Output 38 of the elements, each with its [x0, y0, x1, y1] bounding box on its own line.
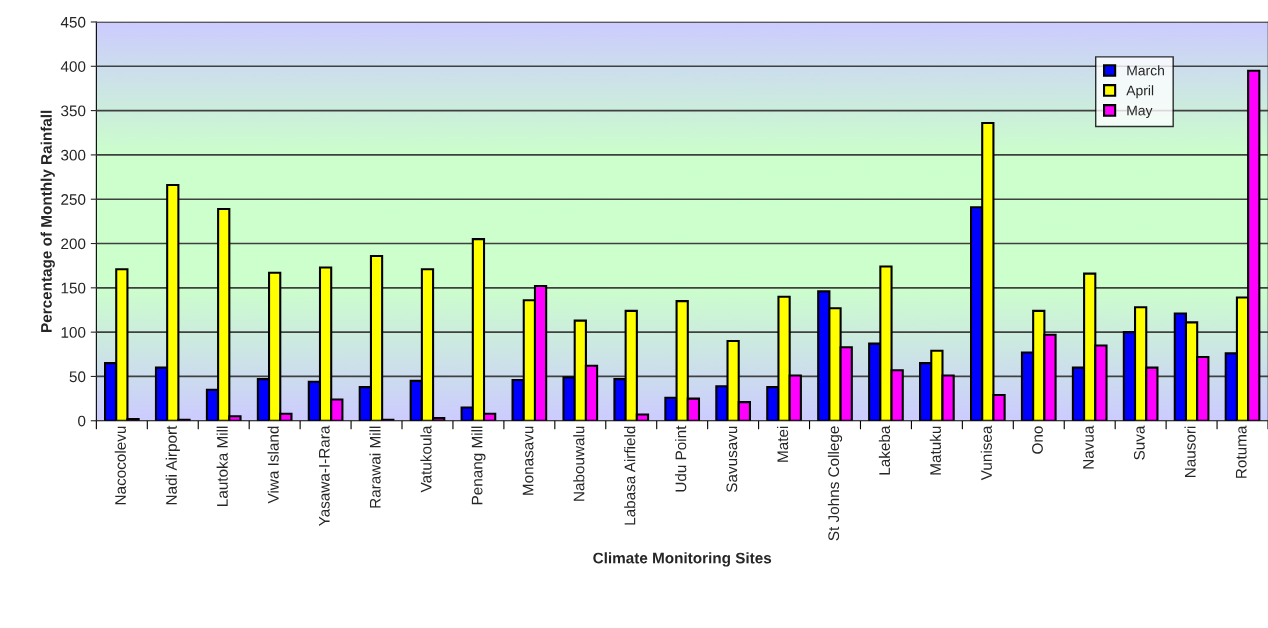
x-tick-label: Nacocolevu: [114, 426, 126, 505]
legend-label: March: [1127, 65, 1164, 76]
y-tick-label: 150: [61, 282, 86, 294]
x-tick-label: Nabouwalu: [573, 426, 585, 501]
y-tick-label: 0: [78, 415, 86, 427]
y-tick-label: 50: [69, 371, 86, 383]
y-tick-label: 300: [61, 149, 86, 161]
x-tick-label: Vatukoula: [420, 425, 432, 493]
x-tick-label: Viwa Island: [267, 426, 279, 504]
y-tick-label: 450: [60, 16, 86, 28]
x-tick-label: Rarawai Mill: [369, 426, 381, 508]
x-tick-label: Yasawa-I-Rara: [319, 425, 330, 527]
y-tick-label: 250: [61, 194, 86, 205]
x-tick-label: Rotuma: [1235, 425, 1247, 478]
x-tick-label: Monasavu: [522, 426, 534, 495]
x-tick-label: Vunisea: [980, 425, 992, 481]
y-tick-label: 400: [60, 61, 86, 72]
x-tick-label: Udu Point: [675, 425, 687, 492]
x-tick-label: Lautoka Mill: [216, 426, 228, 506]
x-tick-label: Labasa Airfield: [624, 426, 636, 525]
legend-label: May: [1127, 105, 1153, 119]
x-tick-label: St Johns College: [827, 426, 843, 541]
x-tick-label: Savusavu: [726, 426, 738, 493]
y-tick-label: 200: [61, 238, 86, 250]
y-tick-label: 100: [61, 327, 86, 338]
x-tick-label: Navua: [1083, 425, 1094, 469]
x-tick-label: Nadi Airport: [165, 425, 180, 505]
x-tick-label: Suva: [1133, 425, 1145, 460]
legend-label: April: [1126, 85, 1154, 99]
x-tick-label: Nausori: [1184, 426, 1196, 478]
x-tick-label: Ono: [1032, 426, 1043, 454]
x-axis-title: Climate Monitoring Sites: [593, 552, 772, 567]
y-axis-title: Percentage of Monthly Rainfall: [40, 110, 55, 332]
x-tick-label: Matei: [776, 426, 789, 462]
x-tick-label: Lakeba: [878, 425, 891, 475]
y-tick-label: 350: [61, 105, 86, 117]
x-tick-label: Penang Mill: [471, 426, 486, 505]
x-tick-label: Matuku: [929, 426, 941, 475]
